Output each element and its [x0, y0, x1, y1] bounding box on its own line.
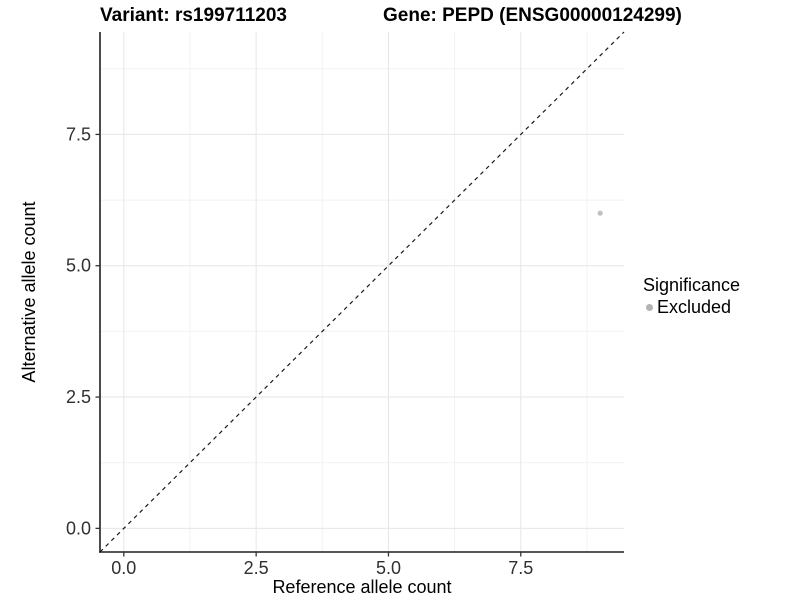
plot-title-variant: Variant: rs199711203 — [100, 5, 287, 26]
x-tick-label: 2.5 — [244, 558, 269, 578]
legend-circle-marker-icon — [646, 304, 653, 311]
y-tick-label: 2.5 — [66, 387, 91, 407]
x-tick-label: 0.0 — [111, 558, 136, 578]
legend-title: Significance — [643, 275, 741, 295]
x-tick-label: 7.5 — [508, 558, 533, 578]
y-tick-label: 7.5 — [66, 124, 91, 144]
y-tick-label: 0.0 — [66, 518, 91, 538]
plot-title-gene: Gene: PEPD (ENSG00000124299) — [383, 5, 682, 26]
data-point — [597, 210, 603, 216]
y-tick-label: 5.0 — [66, 256, 91, 276]
legend-entry-excluded: Excluded — [643, 297, 740, 318]
identity-dashed-line — [99, 31, 625, 553]
legend: Significance Excluded — [643, 275, 740, 318]
y-axis-title: Alternative allele count — [19, 201, 39, 383]
x-tick-label: 5.0 — [376, 558, 401, 578]
legend-entry-label: Excluded — [657, 297, 732, 317]
x-axis-title: Reference allele count — [272, 577, 452, 597]
